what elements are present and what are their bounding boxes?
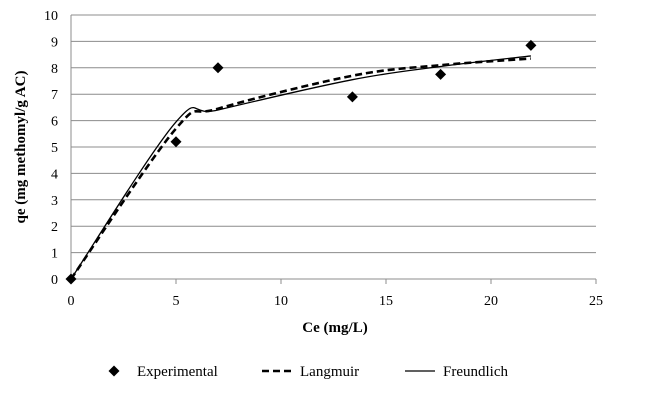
y-tick-3: 3	[51, 194, 58, 209]
legend-label: Langmuir	[300, 364, 359, 380]
point-experimental-1	[170, 136, 182, 148]
y-tick-2: 2	[51, 220, 58, 235]
y-tick-6: 6	[51, 115, 58, 130]
y-tick-10: 10	[44, 9, 58, 24]
legend-label: Freundlich	[443, 364, 508, 380]
y-axis-title: qe (mg methomyl/g AC)	[13, 71, 29, 224]
point-experimental-5	[525, 39, 537, 51]
legend-diamond-icon	[108, 365, 120, 377]
x-tick-10: 10	[274, 294, 288, 309]
x-tick-labels: 0 5 10 15 20 25	[68, 294, 604, 309]
legend-item-experimental: Experimental	[108, 364, 218, 380]
series-line-langmuir	[69, 57, 531, 280]
y-tick-8: 8	[51, 62, 58, 77]
x-tick-5: 5	[173, 294, 180, 309]
legend-item-freundlich: Freundlich	[405, 364, 508, 380]
series-line-freundlich	[70, 55, 531, 280]
x-tick-20: 20	[484, 294, 498, 309]
legend-item-langmuir: Langmuir	[262, 364, 359, 380]
x-tick-15: 15	[379, 294, 393, 309]
y-tick-7: 7	[51, 88, 58, 103]
point-experimental-0	[65, 273, 77, 285]
y-tick-0: 0	[51, 273, 58, 288]
x-tick-0: 0	[68, 294, 75, 309]
y-tick-1: 1	[51, 247, 58, 262]
legend-label: Experimental	[137, 364, 218, 380]
y-tick-4: 4	[51, 167, 58, 182]
legend: Experimental Langmuir Freundlich	[108, 364, 508, 380]
data-series	[65, 39, 537, 285]
gridlines	[71, 14, 596, 254]
point-experimental-3	[346, 91, 358, 103]
x-tick-25: 25	[589, 294, 603, 309]
y-tick-9: 9	[51, 35, 58, 50]
x-axis-title: Ce (mg/L)	[302, 320, 367, 336]
y-tick-5: 5	[51, 141, 58, 156]
y-tick-labels: 0 1 2 3 4 5 6 7 8 9 10	[44, 9, 58, 288]
point-experimental-4	[435, 68, 447, 80]
point-experimental-2	[212, 62, 224, 74]
